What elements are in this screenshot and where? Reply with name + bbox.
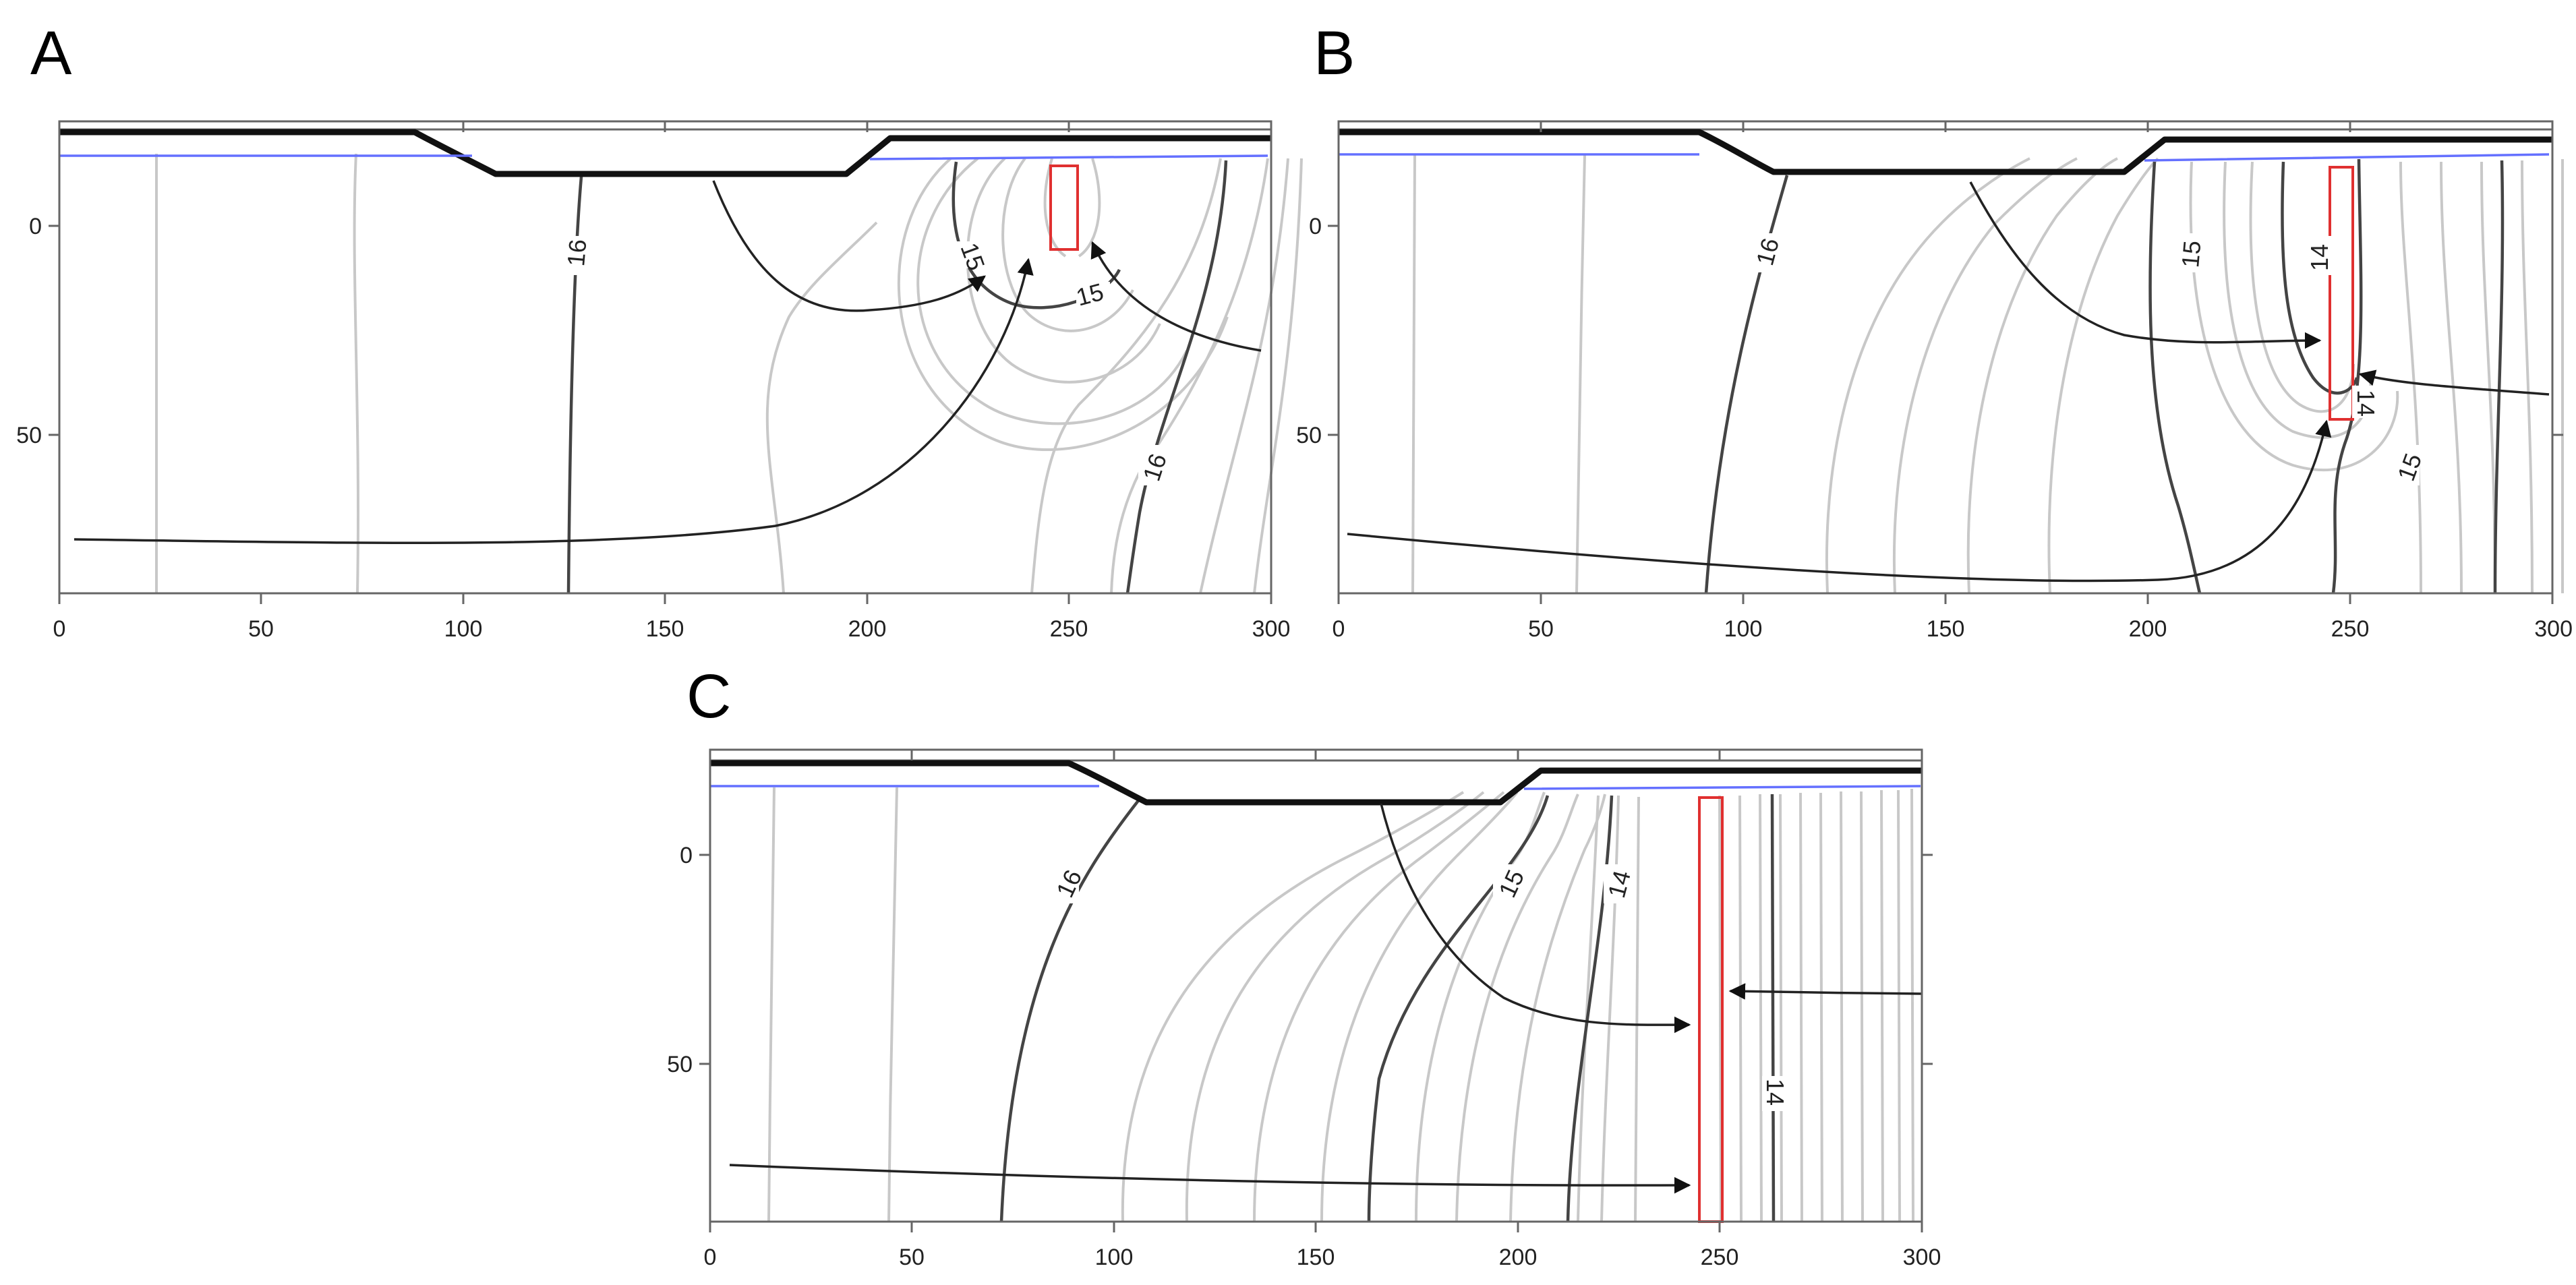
panel-a-y-tick-labels: 0 50 [16, 214, 42, 448]
panel-b-minor-contours [1411, 154, 2564, 594]
x-tick-label: 0 [53, 616, 66, 642]
panel-b-ticks [1328, 121, 2563, 604]
panel-b-x-tick-labels: 0 50 100 150 200 250 300 [1333, 616, 2573, 642]
x-tick-label: 50 [899, 1245, 925, 1270]
panel-a-major-contours [566, 160, 1228, 594]
x-tick-label: 0 [1333, 616, 1345, 642]
x-tick-label: 250 [1701, 1245, 1739, 1270]
x-tick-label: 200 [848, 616, 887, 642]
x-tick-label: 50 [1528, 616, 1554, 642]
y-tick-label: 0 [29, 214, 42, 239]
y-tick-label: 50 [667, 1052, 693, 1077]
panel-c-minor-contours [767, 787, 1914, 1222]
panel-c-x-tick-labels: 0 50 100 150 200 250 300 [704, 1245, 1941, 1270]
panel-b-y-tick-labels: 0 50 [1296, 214, 1322, 448]
x-tick-label: 200 [2129, 616, 2167, 642]
panel-a-flowlines [74, 180, 1262, 544]
panel-a-ground-surface [59, 129, 1271, 177]
panel-letter-c: C [686, 662, 731, 731]
x-tick-label: 300 [2534, 616, 2573, 642]
panel-b: B [1296, 19, 2573, 642]
x-tick-label: 150 [1297, 1245, 1335, 1270]
panel-b-water-table [1339, 153, 2550, 162]
x-tick-label: 100 [444, 616, 483, 642]
panel-b-ground-surface [1339, 129, 2552, 175]
x-tick-label: 300 [1903, 1245, 1941, 1270]
contour-label: 14 [2306, 244, 2333, 271]
contour-label: 14 [1761, 1079, 1789, 1106]
x-tick-label: 150 [1927, 616, 1965, 642]
panel-a-water-table [59, 154, 1268, 160]
panel-a-ticks [49, 121, 1272, 604]
panel-b-well-outline [2329, 166, 2354, 421]
x-tick-label: 100 [1724, 616, 1763, 642]
panel-b-plot-frame [1337, 120, 2554, 595]
panel-c-ticks [699, 750, 1933, 1232]
panel-b-flowlines [1347, 181, 2550, 582]
panel-letter-a: A [30, 19, 72, 88]
panel-a-x-tick-labels: 0 50 100 150 200 250 300 [53, 616, 1291, 642]
panel-b-major-contours [1704, 158, 2505, 594]
x-tick-label: 300 [1252, 616, 1291, 642]
contour-label: 16 [562, 238, 591, 267]
panel-c-water-table [710, 785, 1921, 790]
panel-a-plot-frame [58, 120, 1272, 595]
panel-a-minor-contours [155, 153, 1303, 594]
panel-c-ground-surface [710, 760, 1922, 806]
x-tick-label: 100 [1095, 1245, 1134, 1270]
x-tick-label: 150 [646, 616, 684, 642]
panel-c: C [667, 662, 1941, 1270]
x-tick-label: 250 [1050, 616, 1088, 642]
panel-a: A [16, 19, 1303, 642]
panel-a-contour-labels: 16 15 15 16 [562, 236, 1172, 485]
y-tick-label: 50 [1296, 423, 1322, 448]
y-tick-label: 0 [680, 843, 693, 868]
x-tick-label: 250 [2331, 616, 2370, 642]
panel-c-y-tick-labels: 0 50 [667, 843, 693, 1077]
x-tick-label: 0 [704, 1245, 717, 1270]
contour-label: 14 [2352, 390, 2380, 417]
x-tick-label: 50 [248, 616, 274, 642]
panel-a-well-outline [1049, 165, 1079, 251]
x-tick-label: 200 [1499, 1245, 1538, 1270]
panel-b-contour-labels: 16 15 14 14 15 [1751, 233, 2427, 485]
contour-label: 15 [2176, 239, 2206, 268]
panel-c-major-contours [999, 794, 1776, 1222]
y-tick-label: 50 [16, 423, 42, 448]
panel-c-flowlines [729, 803, 1923, 1194]
y-tick-label: 0 [1309, 214, 1322, 239]
panel-letter-b: B [1314, 19, 1355, 88]
